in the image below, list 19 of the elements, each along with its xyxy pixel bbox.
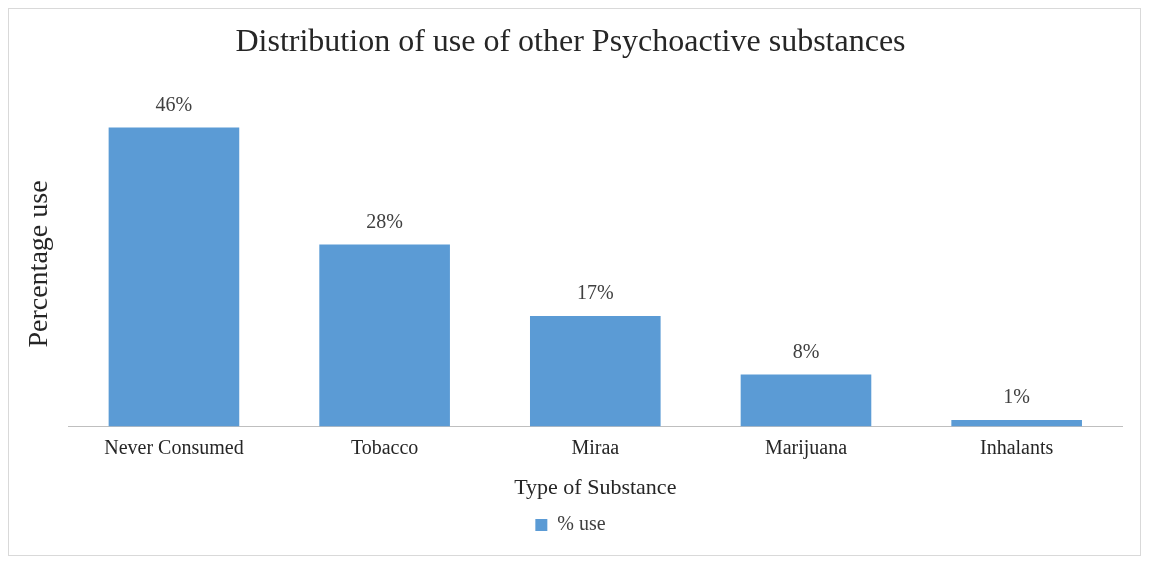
bar <box>108 127 240 427</box>
bar <box>529 316 661 427</box>
x-tick-label: Miraa <box>571 435 620 458</box>
bar <box>951 420 1082 427</box>
x-tick-label: Marijuana <box>764 435 848 459</box>
data-label: 17% <box>576 281 614 304</box>
chart-title: Distribution of use of other Psychoactive substances <box>235 21 906 58</box>
x-axis-title: Type of Substance <box>514 473 677 499</box>
data-label: 8% <box>792 339 820 362</box>
data-label: 1% <box>1003 385 1030 408</box>
x-tick-label: Inhalants <box>980 435 1054 458</box>
x-tick-label: Never Consumed <box>104 435 244 458</box>
legend-label: % use <box>557 512 606 535</box>
data-label: 28% <box>366 209 403 232</box>
y-axis-title: Percentage use <box>22 180 54 348</box>
bar <box>319 244 450 427</box>
bar <box>740 374 872 427</box>
x-tick-label: Tobacco <box>350 435 419 458</box>
data-label: 46% <box>155 92 193 115</box>
